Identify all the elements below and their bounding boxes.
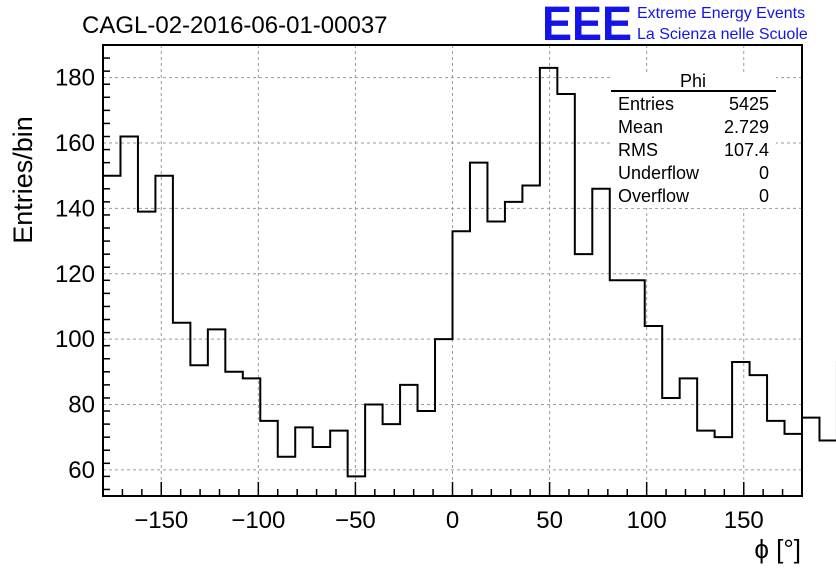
- tick-label-layer: −150 −100 −50 0 50 100 150 60 80 100 120 140 160 180: [55, 65, 764, 534]
- stats-label-overflow: Overflow: [618, 186, 690, 206]
- tick-layer: [102, 57, 803, 496]
- histogram-line: [103, 66, 836, 478]
- y-tick-label: 160: [55, 130, 95, 157]
- x-tick-label: 0: [446, 507, 459, 534]
- x-axis-label: ϕ [°]: [754, 534, 801, 564]
- plot-frame: [102, 44, 803, 497]
- y-tick-label: 120: [55, 261, 95, 288]
- logo-line-1: Extreme Energy Events: [637, 5, 805, 22]
- y-tick-label: 80: [68, 391, 95, 418]
- x-tick-label: 50: [536, 507, 563, 534]
- stats-value-mean: 2.729: [724, 117, 769, 137]
- x-tick-label: 100: [627, 507, 667, 534]
- stats-label-mean: Mean: [618, 117, 663, 137]
- stats-value-overflow: 0: [759, 186, 769, 206]
- eee-logo: EEE: [542, 0, 632, 51]
- y-tick-label: 100: [55, 326, 95, 353]
- x-tick-label: 150: [724, 507, 764, 534]
- stats-label-underflow: Underflow: [618, 163, 700, 183]
- stats-title: Phi: [680, 71, 706, 91]
- stats-value-rms: 107.4: [724, 140, 769, 160]
- chart-title: CAGL-02-2016-06-01-00037: [82, 12, 388, 39]
- y-axis-label: Entries/bin: [8, 116, 38, 244]
- stats-box-background: [611, 73, 776, 208]
- stats-label-rms: RMS: [618, 140, 658, 160]
- stats-box: Phi Entries 5425 Mean 2.729 RMS 107.4 Un…: [611, 71, 776, 208]
- stats-value-entries: 5425: [729, 94, 769, 114]
- x-tick-label: −50: [335, 507, 376, 534]
- logo-line-2: La Scienza nelle Scuole: [637, 26, 808, 43]
- stats-label-entries: Entries: [618, 94, 674, 114]
- y-tick-label: 140: [55, 195, 95, 222]
- y-tick-label: 60: [68, 457, 95, 484]
- y-tick-label: 180: [55, 65, 95, 92]
- x-tick-label: −100: [231, 507, 285, 534]
- x-tick-label: −150: [134, 507, 188, 534]
- stats-value-underflow: 0: [759, 163, 769, 183]
